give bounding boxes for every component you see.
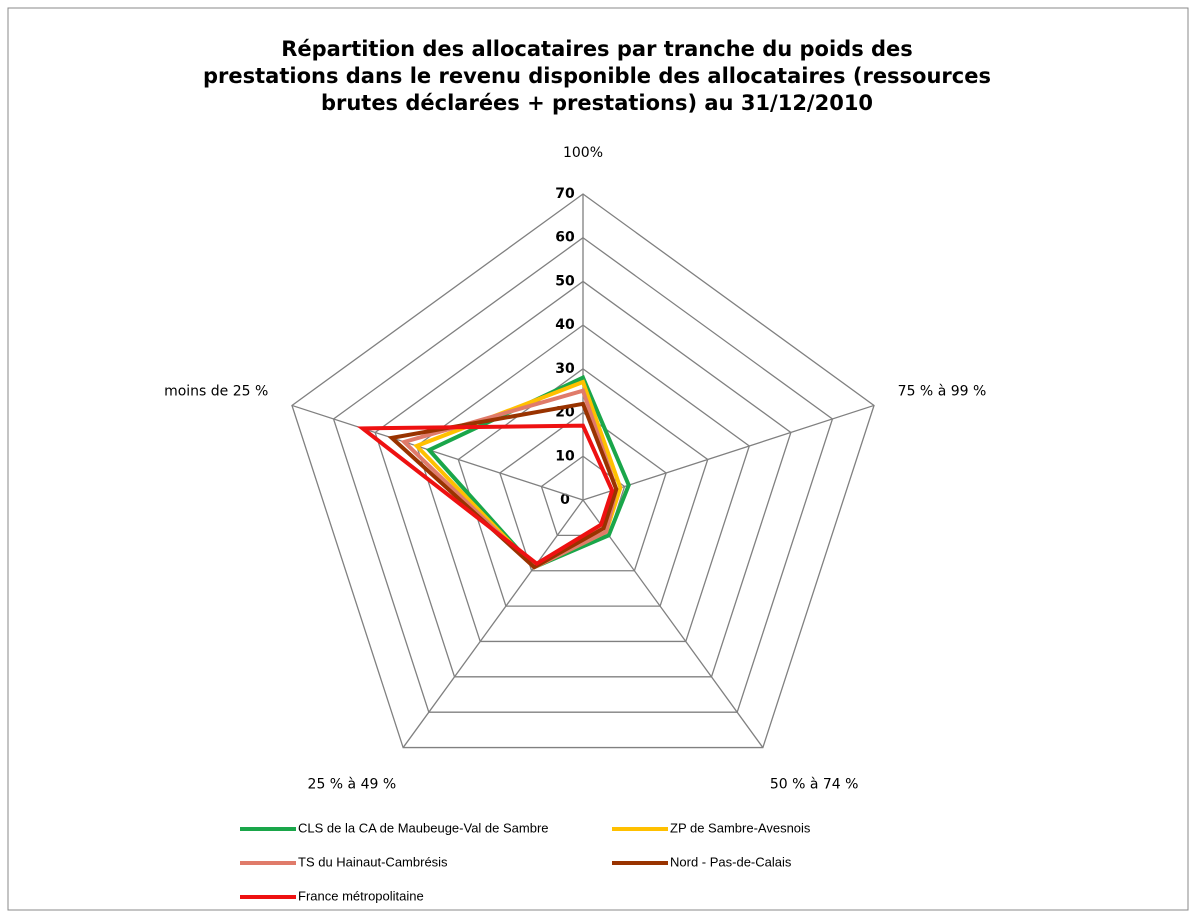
title-line: prestations dans le revenu disponible de… xyxy=(203,64,991,88)
category-label: moins de 25 % xyxy=(164,383,268,399)
grid-line xyxy=(374,280,792,678)
series-line xyxy=(387,401,619,570)
series-line xyxy=(425,374,631,570)
y-tick-label: 40 xyxy=(555,317,575,333)
y-tick-label: 60 xyxy=(555,230,575,246)
grid-line xyxy=(499,411,667,572)
grid-line xyxy=(457,368,709,607)
y-tick-label: 70 xyxy=(555,186,575,202)
category-label: 75 % à 99 % xyxy=(898,383,987,399)
legend-label: TS du Hainaut-Cambrésis xyxy=(298,854,448,869)
title-line: Répartition des allocataires par tranche… xyxy=(281,37,913,61)
series-line xyxy=(356,423,615,567)
axis-spoke xyxy=(582,404,875,501)
title-line: brutes déclarées + prestations) au 31/12… xyxy=(321,91,873,115)
axis-spoke xyxy=(402,499,584,748)
legend-label: ZP de Sambre-Avesnois xyxy=(670,820,811,835)
axis-spoke xyxy=(582,499,764,748)
category-label: 50 % à 74 % xyxy=(770,777,859,793)
y-tick-label: 30 xyxy=(555,361,575,377)
y-tick-label: 50 xyxy=(555,273,575,289)
grid-line xyxy=(332,236,834,713)
category-label: 25 % à 49 % xyxy=(308,777,397,793)
legend-label: Nord - Pas-de-Calais xyxy=(670,854,792,869)
chart-title: Répartition des allocataires par tranche… xyxy=(203,37,991,115)
y-tick-label: 10 xyxy=(555,448,575,464)
legend-label: CLS de la CA de Maubeuge-Val de Sambre xyxy=(298,820,549,835)
category-label: 100% xyxy=(563,145,603,161)
y-tick-label: 0 xyxy=(560,492,570,508)
grid-line xyxy=(291,193,875,749)
legend-label: France métropolitaine xyxy=(298,888,424,903)
axis-spoke xyxy=(291,404,584,501)
